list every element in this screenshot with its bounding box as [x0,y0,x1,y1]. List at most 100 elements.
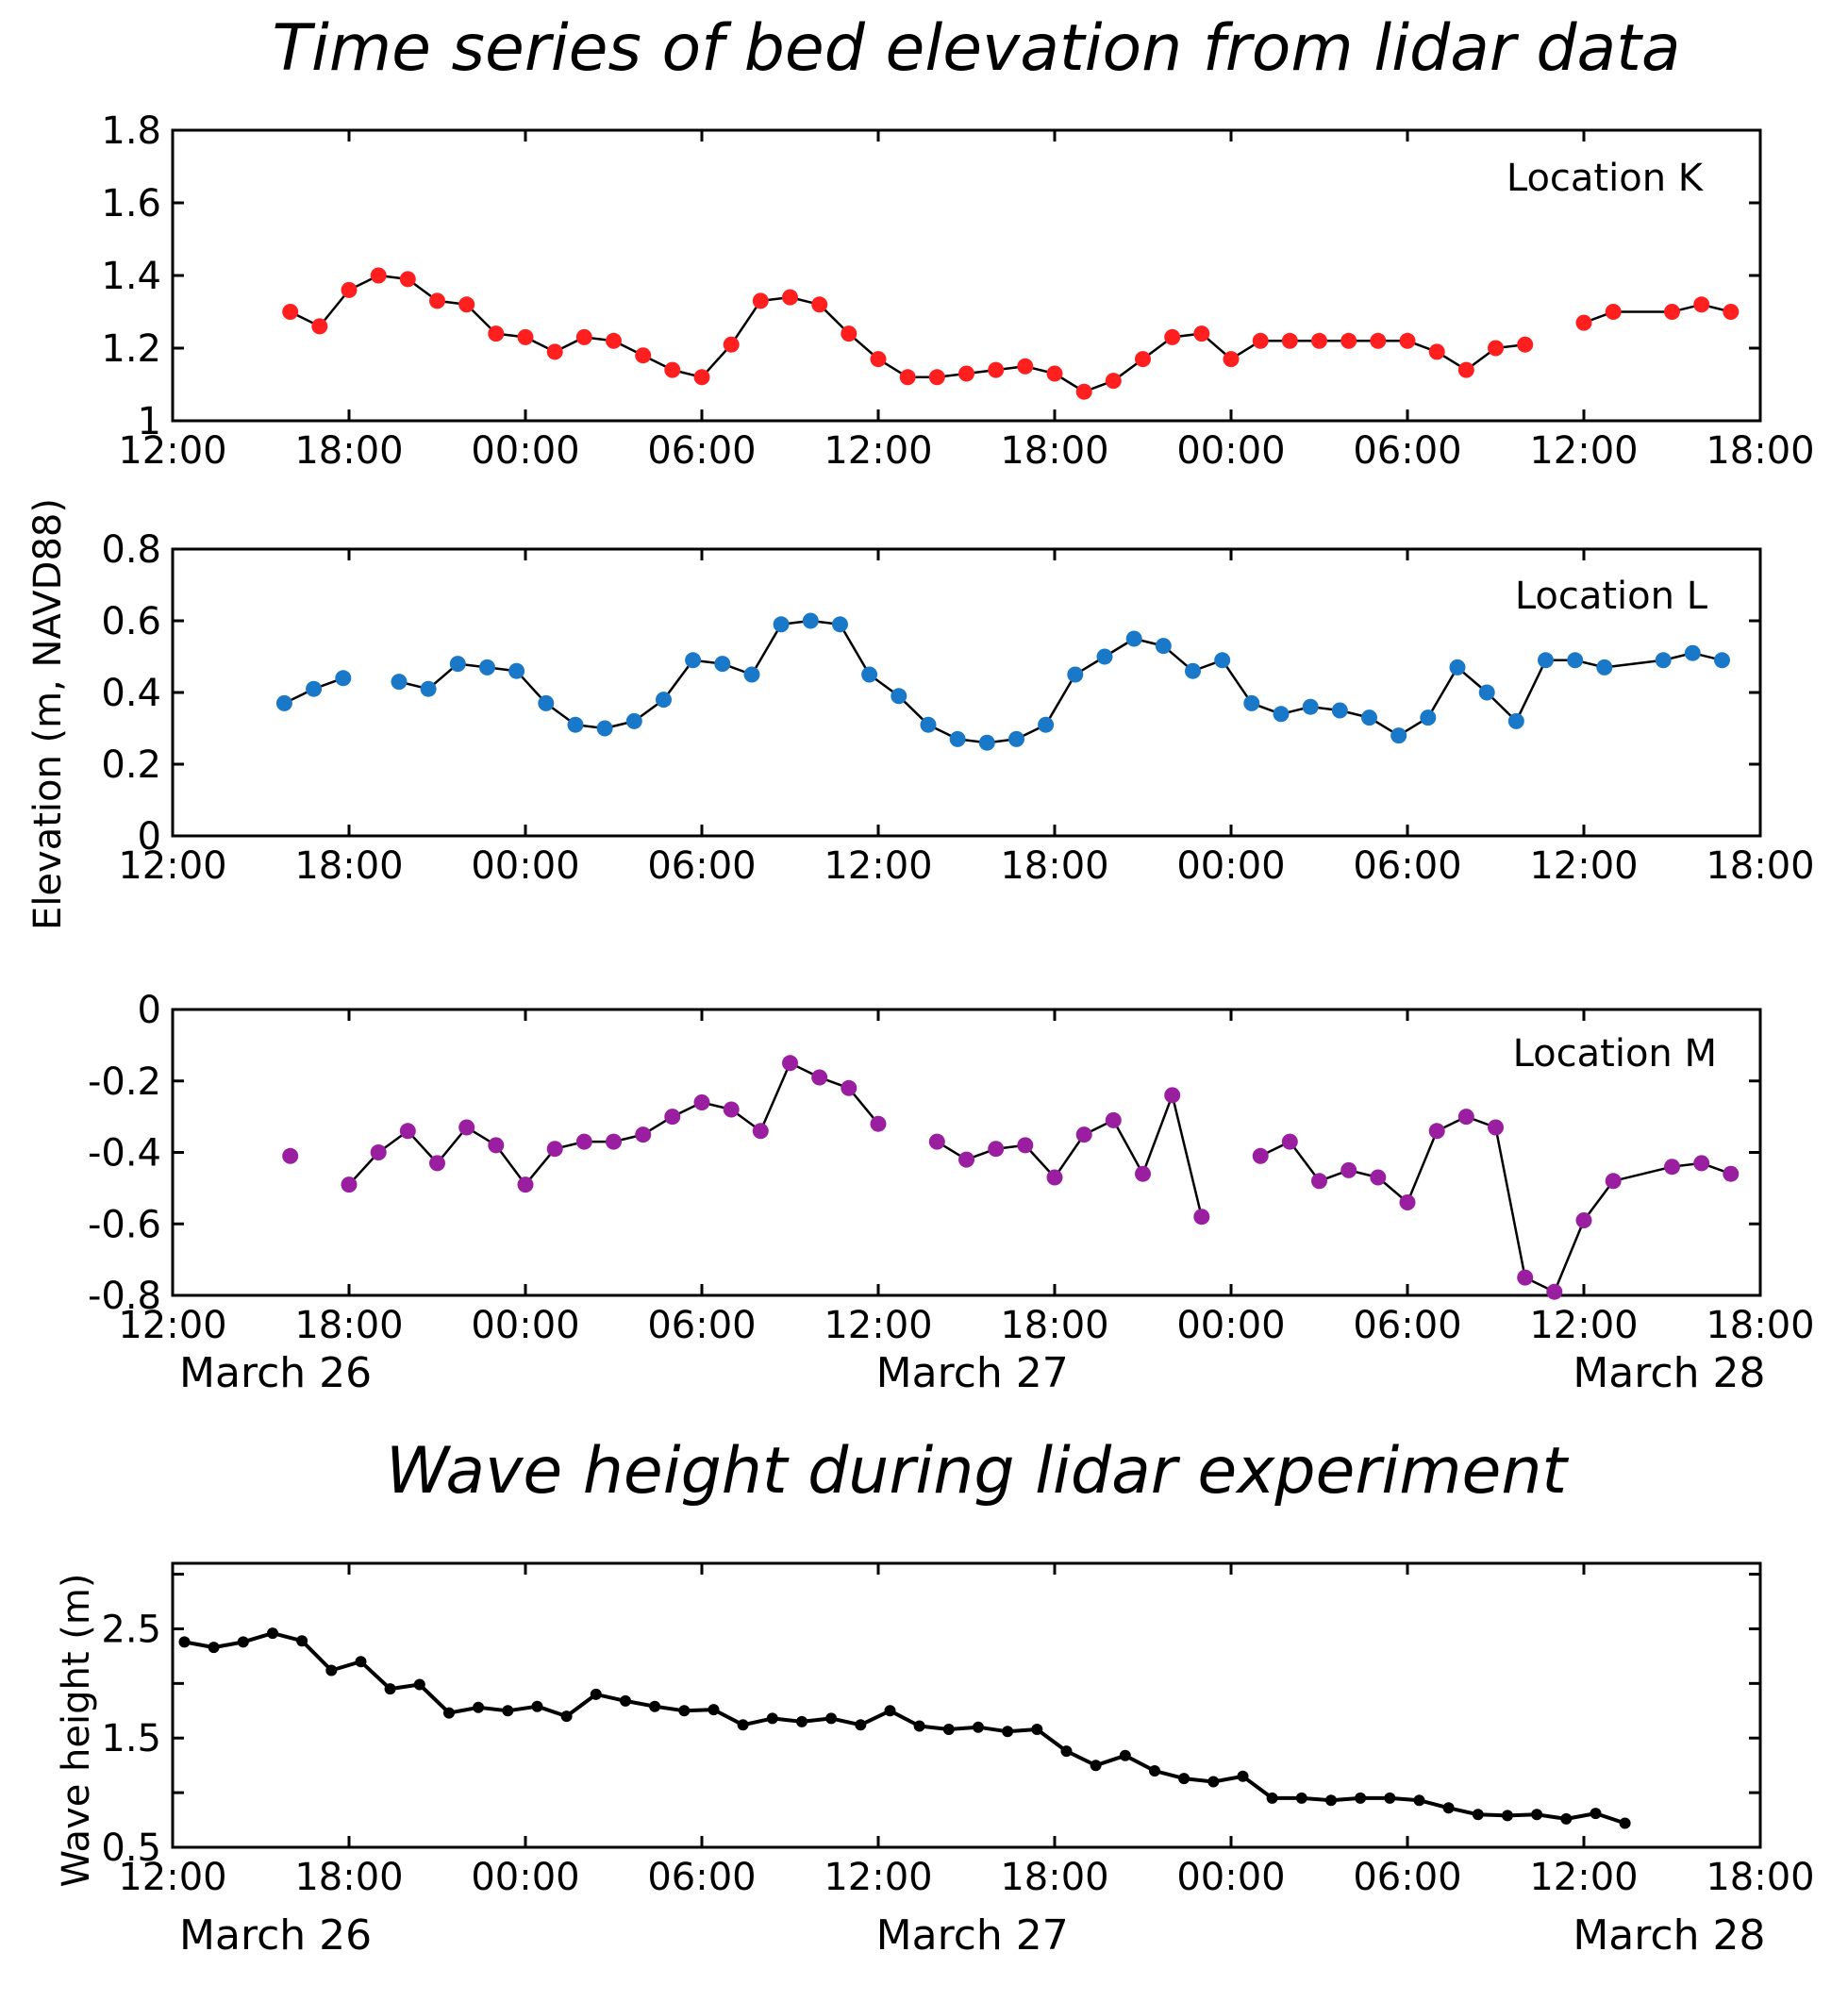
y-tick-label-l: 0.4 [101,672,161,715]
data-point-k [1164,328,1181,345]
data-point-m [1281,1133,1298,1150]
x-tick-label-l: 12:00 [1529,844,1638,888]
data-point-l [596,720,613,737]
data-point-m [693,1094,710,1110]
data-point-l [1273,706,1290,723]
data-point-wave [531,1700,543,1712]
plot-frame-wave [171,1561,1762,1849]
data-point-wave [1590,1808,1602,1820]
data-point-m [1575,1212,1592,1228]
y-tick-label-l: 0.6 [101,600,161,643]
data-point-wave [1207,1776,1220,1788]
data-point-wave [737,1719,749,1731]
x-tick-label-m: 00:00 [471,1304,579,1347]
data-point-wave [855,1719,867,1731]
data-point-k [1723,304,1740,320]
data-point-l [1302,698,1319,715]
data-point-k [399,271,416,288]
data-point-m [752,1123,769,1140]
location-label-k: Location K [1507,157,1705,200]
data-point-k [1223,351,1240,368]
data-point-wave [1384,1792,1396,1804]
data-point-l [1331,702,1348,719]
data-point-m [1193,1209,1210,1226]
data-point-wave [796,1715,807,1727]
data-point-l [1067,666,1084,683]
location-label-m: Location M [1513,1032,1717,1076]
data-point-l [1390,727,1407,744]
data-point-m [1605,1173,1622,1190]
data-point-k [928,369,945,386]
data-point-wave [1237,1770,1249,1782]
data-point-k [1311,332,1327,349]
data-point-l [656,692,672,709]
chart-title-top: Time series of bed elevation from lidar … [272,11,1680,86]
data-point-wave [1472,1809,1484,1821]
data-point-m [664,1109,681,1126]
data-point-m [988,1141,1005,1158]
data-point-m [370,1144,387,1160]
y-tick-label-k: 1.8 [101,109,161,153]
data-point-wave [1560,1812,1573,1825]
data-point-m [723,1101,740,1118]
data-point-k [1135,351,1151,368]
data-point-k [1575,314,1592,331]
data-point-l [1185,662,1201,679]
y-tick-label-k: 1.2 [101,327,161,371]
data-point-wave [1619,1817,1631,1829]
panel-m: 12:00 18:00 00:00 06:00 12:00 18:00 00:00 06:00… [88,989,1815,1347]
data-point-wave [267,1627,278,1640]
y-tick-label-m: 0 [138,989,161,1032]
data-point-l [1684,644,1701,661]
x-tick-label-m: 12:00 [1529,1304,1638,1347]
data-point-k [782,289,798,306]
y-tick-label-l: 0.8 [101,528,161,572]
data-point-k [988,361,1005,378]
data-point-k [870,351,887,368]
data-point-k [1370,332,1387,349]
data-point-m [1164,1087,1181,1104]
data-point-wave [1119,1749,1131,1761]
data-point-k [1428,343,1445,360]
data-point-k [958,365,974,382]
date-label-m: March 27 [876,1349,1069,1397]
data-point-k [1075,383,1092,400]
y-tick-label-l: 0.2 [101,743,161,787]
data-point-l [891,688,907,705]
series-line-l [398,619,1723,744]
data-point-k [1664,304,1680,320]
data-point-m [1252,1147,1269,1164]
data-point-wave [1413,1794,1425,1807]
data-point-wave [413,1678,425,1691]
data-point-m [1075,1126,1092,1143]
data-point-l [538,694,555,711]
data-point-wave [237,1636,249,1648]
y-tick-label-m: -0.2 [88,1060,161,1104]
y-axis-label-elevation: Elevation (m, NAVD88) [26,498,70,930]
data-point-l [1096,648,1113,665]
data-point-l [449,656,466,673]
data-point-l [1008,730,1024,747]
data-point-wave [1060,1745,1073,1758]
data-point-l [1243,694,1260,711]
x-tick-label-k: 18:00 [1000,429,1108,473]
data-point-wave [325,1664,338,1677]
data-point-l [1478,684,1495,701]
data-point-l [1361,709,1377,726]
data-point-m [282,1147,299,1164]
data-point-wave [1149,1765,1160,1777]
data-point-wave [208,1642,220,1654]
data-point-m [458,1119,475,1136]
data-point-wave [1090,1760,1102,1772]
data-point-k [370,267,387,284]
x-tick-label-l: 06:00 [647,844,756,888]
data-point-m [488,1137,505,1154]
data-point-wave [825,1712,838,1725]
data-point-m [1399,1194,1416,1210]
x-tick-label-k: 06:00 [647,429,756,473]
data-point-l [1125,630,1142,647]
data-point-m [1693,1155,1710,1172]
date-label-wave: March 28 [1573,1911,1765,1960]
location-label-l: Location L [1515,575,1708,618]
